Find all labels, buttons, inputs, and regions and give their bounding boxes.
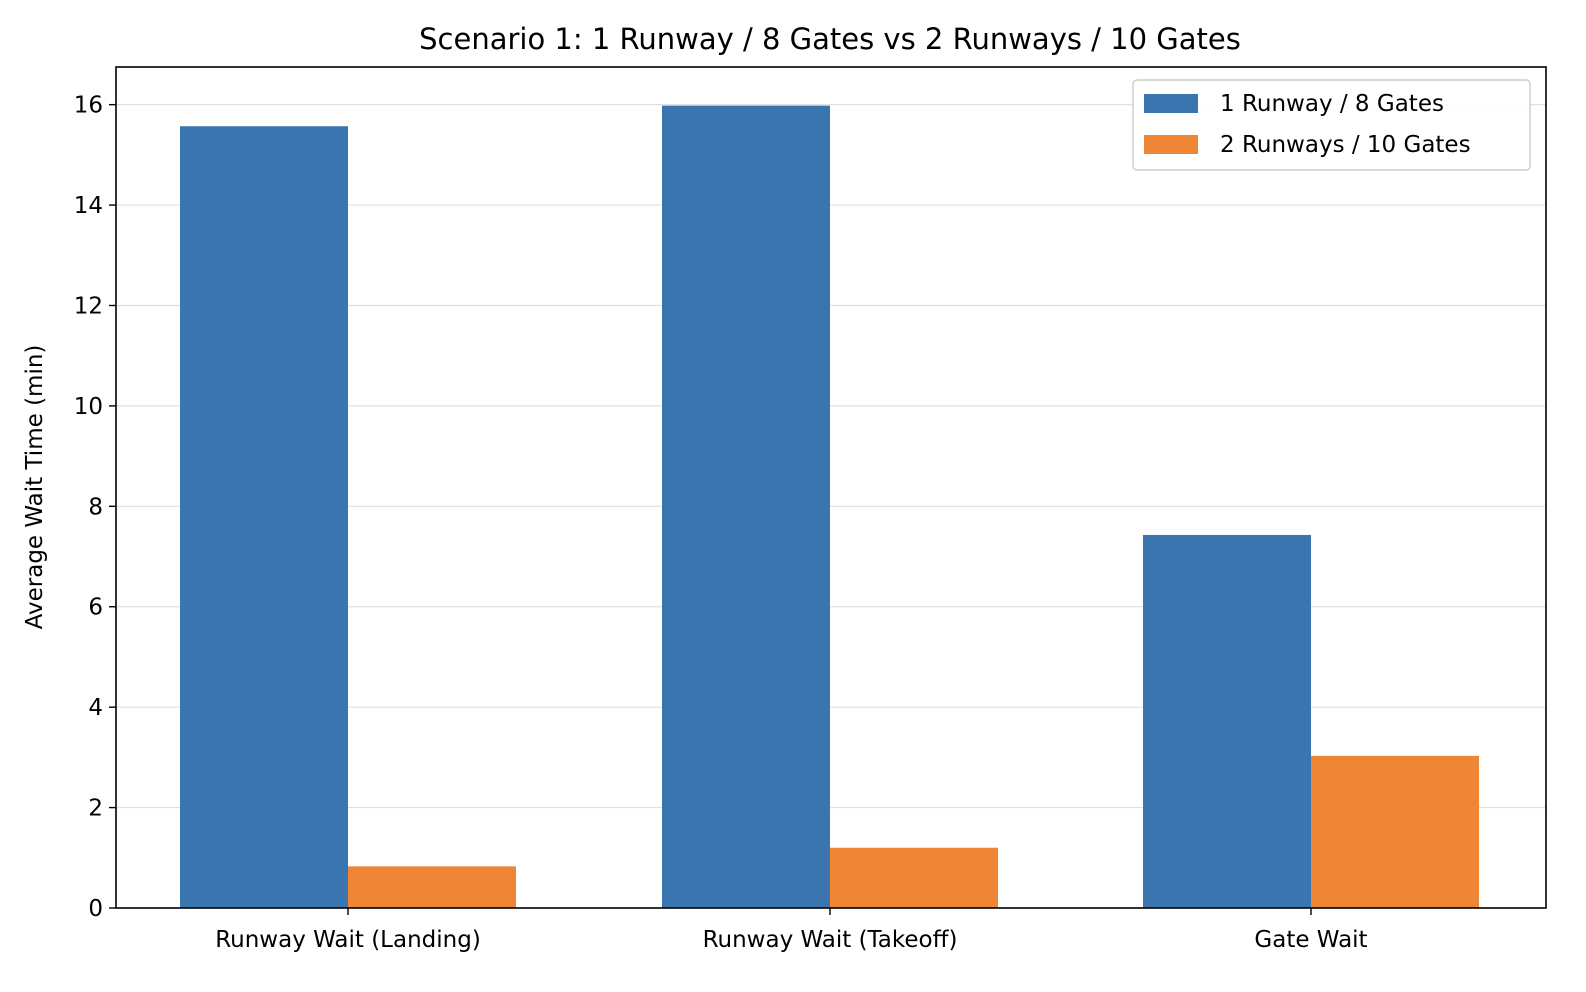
- legend-box: [1132, 79, 1531, 171]
- legend-swatch: [1144, 94, 1198, 113]
- plot-frame: [115, 66, 1547, 909]
- bar-two-runways-3: [1311, 755, 1479, 908]
- y-tick-label: 4: [88, 695, 103, 721]
- y-tick-label: 6: [88, 595, 103, 621]
- bar-one-runway-1: [180, 126, 348, 908]
- y-tick-label: 16: [74, 93, 103, 119]
- y-tick-label: 8: [88, 494, 103, 520]
- legend-label: 2 Runways / 10 Gates: [1220, 132, 1471, 158]
- y-tick-label: 14: [74, 193, 103, 219]
- bars: [180, 105, 1479, 909]
- bar-one-runway-3: [1143, 534, 1311, 908]
- y-axis-label: Average Wait Time (min): [22, 345, 48, 630]
- legend-swatch: [1144, 135, 1198, 154]
- y-tick-label: 0: [88, 896, 103, 922]
- bar-one-runway-2: [662, 105, 830, 909]
- y-tick-label: 10: [74, 394, 103, 420]
- x-axis-ticks: Runway Wait (Landing) Runway Wait (Takeof…: [215, 908, 1368, 953]
- chart-title: Scenario 1: 1 Runway / 8 Gates vs 2 Runw…: [419, 22, 1241, 56]
- x-tick-label: Runway Wait (Landing): [215, 927, 481, 953]
- gridlines: [116, 104, 1546, 909]
- legend: 1 Runway / 8 Gates 2 Runways / 10 Gates: [1132, 79, 1531, 171]
- y-tick-label: 2: [88, 796, 103, 822]
- legend-label: 1 Runway / 8 Gates: [1220, 91, 1444, 117]
- bar-two-runways-1: [348, 866, 516, 908]
- x-tick-label: Runway Wait (Takeoff): [703, 927, 958, 953]
- y-tick-label: 12: [74, 293, 103, 319]
- bar-two-runways-2: [830, 847, 998, 908]
- x-tick-label: Gate Wait: [1254, 927, 1367, 953]
- y-axis-ticks: 0 2 4 6 8 10 12 14 16: [74, 93, 116, 922]
